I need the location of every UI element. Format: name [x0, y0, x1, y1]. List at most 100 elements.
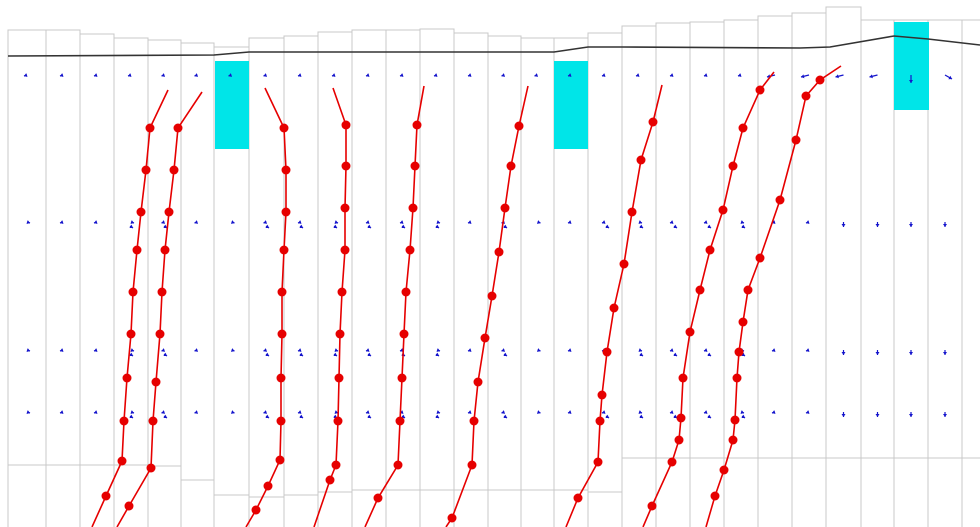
pile-node-icon	[447, 513, 457, 523]
pile-node-icon	[801, 91, 811, 101]
displacement-arrow-icon	[772, 348, 776, 352]
pile-node-icon	[595, 416, 605, 426]
pile-node-icon	[145, 123, 155, 133]
displacement-arrow-icon	[366, 73, 370, 77]
displacement-arrow-icon	[231, 410, 235, 414]
displacement-arrow-icon	[875, 224, 880, 227]
displacement-arrow-icon	[367, 224, 371, 228]
pile-node-icon	[619, 259, 629, 269]
displacement-arrow-icon	[367, 414, 371, 418]
soil-column	[351, 29, 387, 527]
displacement-arrow-icon	[841, 352, 846, 355]
displacement-arrow-icon	[299, 414, 303, 418]
pile-node-icon	[412, 120, 422, 130]
displacement-arrow-icon	[265, 414, 269, 418]
displacement-arrow-icon	[638, 348, 642, 352]
displacement-arrow-icon	[60, 220, 64, 224]
displacement-arrow-icon	[333, 352, 337, 356]
soil-column	[655, 22, 691, 527]
pile-node-icon	[401, 287, 411, 297]
displacement-arrow-icon	[909, 414, 913, 417]
pile-node-icon	[775, 195, 785, 205]
displacement-arrow-icon	[835, 74, 839, 79]
displacement-arrow-icon	[436, 410, 440, 414]
displacement-arrow-icon	[704, 220, 708, 224]
soil-column	[961, 19, 980, 527]
pile-curve	[364, 85, 425, 527]
displacement-arrow-icon	[534, 73, 538, 77]
displacement-arrow-icon	[738, 73, 742, 77]
displacement-arrow-icon	[869, 74, 873, 79]
displacement-arrow-icon	[670, 220, 674, 224]
displacement-arrow-icon	[60, 348, 64, 352]
pile-node-icon	[728, 435, 738, 445]
pile-node-icon	[263, 481, 273, 491]
highlight-block	[894, 22, 929, 110]
pile-node-icon	[157, 287, 167, 297]
pile-node-icon	[334, 373, 344, 383]
soil-column	[791, 12, 827, 527]
displacement-arrow-icon	[740, 410, 744, 414]
soil-column	[385, 29, 421, 527]
pile-node-icon	[573, 493, 583, 503]
pile-node-icon	[341, 161, 351, 171]
displacement-arrow-icon	[161, 220, 165, 224]
displacement-arrow-icon	[639, 352, 643, 356]
pile-node-icon	[164, 207, 174, 217]
pile-node-icon	[738, 123, 748, 133]
displacement-arrow-icon	[568, 348, 572, 352]
pile-node-icon	[251, 505, 261, 515]
soil-column	[621, 25, 657, 527]
highlight-blocks	[215, 22, 929, 149]
displacement-arrow-icon	[298, 73, 302, 77]
displacement-arrow-icon	[130, 348, 134, 352]
displacement-arrow-icon	[400, 220, 404, 224]
displacement-arrow-icon	[400, 73, 404, 77]
pile-node-icon	[506, 161, 516, 171]
displacement-arrow-icon	[568, 73, 572, 77]
pile-node-icon	[393, 460, 403, 470]
pile-node-icon	[281, 165, 291, 175]
displacement-arrow-icon	[94, 348, 98, 352]
pile-node-icon	[340, 203, 350, 213]
pile-node-icon	[277, 329, 287, 339]
soil-column	[248, 37, 285, 527]
pile-node-icon	[275, 455, 285, 465]
displacement-arrow-icon	[602, 73, 606, 77]
pile-node-icon	[124, 501, 134, 511]
displacement-arrow-icon	[265, 224, 269, 228]
displacement-arrow-icon	[163, 224, 167, 228]
displacement-arrow-icon	[704, 348, 708, 352]
displacement-arrow-icon	[537, 348, 541, 352]
pile-node-icon	[151, 377, 161, 387]
ground-surface-line	[7, 35, 980, 57]
pile-node-icon	[678, 373, 688, 383]
displacement-arrow-icon	[670, 410, 674, 414]
pile-node-icon	[494, 247, 504, 257]
pile-node-icon	[155, 329, 165, 339]
displacement-arrow-icon	[503, 224, 507, 228]
displacement-arrow-icon	[130, 220, 134, 224]
displacement-arrow-icon	[94, 220, 98, 224]
pile-node-icon	[325, 475, 335, 485]
displacement-arrow-icon	[801, 74, 805, 79]
displacement-arrow-icon	[503, 414, 507, 418]
displacement-arrow-icon	[468, 220, 472, 224]
pile-node-icon	[636, 155, 646, 165]
pile-node-icon	[276, 416, 286, 426]
displacement-arrow-icon	[94, 410, 98, 414]
pile-node-icon	[101, 491, 111, 501]
displacement-vector-field	[23, 73, 953, 419]
displacement-arrow-icon	[602, 410, 606, 414]
pile-node-icon	[710, 491, 720, 501]
pile-node-icon	[500, 203, 510, 213]
pile-node-icon	[609, 303, 619, 313]
soil-column	[317, 31, 353, 527]
displacement-arrow-icon	[334, 348, 338, 352]
displacement-arrow-icon	[943, 414, 947, 417]
pile-curve	[116, 91, 203, 527]
pile-node-icon	[337, 287, 347, 297]
displacement-arrow-icon	[298, 348, 302, 352]
displacement-arrow-icon	[741, 352, 745, 356]
